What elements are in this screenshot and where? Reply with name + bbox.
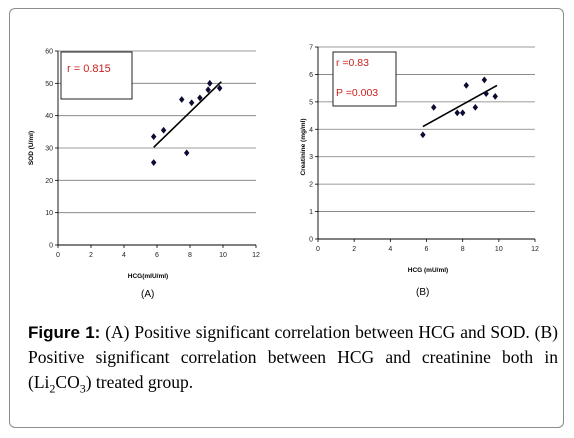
figure-caption: Figure 1: (A) Positive significant corre… bbox=[28, 320, 558, 395]
annotation-p-b: P =0.003 bbox=[336, 87, 378, 99]
annotation-box-a bbox=[60, 51, 133, 100]
caption-text-2: CO bbox=[55, 372, 80, 392]
data-point bbox=[183, 149, 190, 157]
ticks-a: 0 10 20 30 40 50 60 0 2 4 6 8 10 12 bbox=[45, 49, 260, 260]
x-tick-label: 2 bbox=[352, 246, 356, 253]
y-tick-label: 6 bbox=[309, 72, 313, 79]
y-tick-label: 30 bbox=[45, 146, 53, 153]
panel-label-b: (B) bbox=[416, 287, 430, 298]
data-point bbox=[188, 99, 195, 107]
caption-sub-2: 3 bbox=[79, 381, 86, 396]
x-tick-label: 0 bbox=[316, 246, 320, 253]
y-tick-label: 50 bbox=[45, 81, 53, 88]
annotation-r-a: r = 0.815 bbox=[67, 63, 111, 75]
data-point bbox=[420, 131, 426, 139]
x-tick-label: 6 bbox=[155, 252, 159, 259]
y-tick-label: 0 bbox=[309, 237, 313, 244]
data-point bbox=[481, 76, 488, 84]
x-tick-label: 10 bbox=[495, 246, 503, 253]
x-tick-label: 4 bbox=[388, 246, 392, 253]
x-tick-label: 10 bbox=[219, 252, 227, 259]
annotation-box-b bbox=[332, 51, 397, 107]
y-tick-label: 40 bbox=[45, 113, 53, 120]
x-tick-label: 4 bbox=[122, 252, 126, 259]
data-point bbox=[160, 126, 167, 134]
data-point bbox=[205, 86, 211, 94]
x-tick-label: 8 bbox=[188, 252, 192, 259]
data-point bbox=[459, 109, 466, 117]
x-tick-label: 0 bbox=[56, 252, 60, 259]
annotation-r-b: r =0.83 bbox=[336, 57, 369, 69]
y-tick-label: 2 bbox=[309, 182, 313, 189]
x-tick-label: 12 bbox=[252, 252, 260, 259]
points-b bbox=[420, 76, 498, 139]
x-axis-label-a: HCG(mIU/ml) bbox=[128, 273, 168, 280]
data-point bbox=[492, 92, 498, 100]
data-point bbox=[431, 103, 437, 111]
y-tick-label: 10 bbox=[45, 210, 53, 217]
data-point bbox=[454, 109, 460, 117]
x-tick-label: 8 bbox=[461, 246, 465, 253]
data-point bbox=[207, 79, 213, 87]
y-axis-label-b: Creatinine (mg/ml) bbox=[300, 118, 307, 175]
panel-label-a: (A) bbox=[141, 289, 155, 300]
data-point bbox=[150, 133, 157, 141]
y-tick-label: 7 bbox=[309, 45, 313, 52]
y-tick-label: 0 bbox=[49, 243, 53, 250]
y-tick-label: 60 bbox=[45, 49, 53, 56]
y-axis-label-a: SOD (U/ml) bbox=[28, 131, 35, 165]
data-point bbox=[197, 94, 203, 102]
data-point bbox=[463, 82, 470, 89]
figure-label: Figure 1: bbox=[28, 323, 101, 342]
data-point bbox=[472, 103, 479, 111]
data-point bbox=[216, 84, 223, 92]
y-tick-label: 5 bbox=[309, 99, 313, 106]
x-tick-label: 2 bbox=[89, 252, 93, 259]
y-tick-label: 3 bbox=[309, 154, 313, 161]
y-tick-label: 20 bbox=[45, 178, 53, 185]
y-tick-label: 1 bbox=[309, 209, 313, 216]
x-axis-label-b: HCG (mU/ml) bbox=[408, 267, 448, 274]
data-point bbox=[483, 90, 489, 98]
x-tick-label: 12 bbox=[531, 246, 539, 253]
data-point bbox=[179, 96, 185, 103]
points-a bbox=[150, 79, 223, 166]
x-tick-label: 6 bbox=[425, 246, 429, 253]
y-tick-label: 4 bbox=[309, 127, 313, 134]
data-point bbox=[150, 159, 157, 166]
caption-text-3: ) treated group. bbox=[85, 372, 194, 392]
trendline-a bbox=[153, 81, 222, 148]
caption-text-1: (A) Positive significant correlation bet… bbox=[28, 322, 558, 392]
caption-sub-1: 2 bbox=[49, 381, 56, 396]
